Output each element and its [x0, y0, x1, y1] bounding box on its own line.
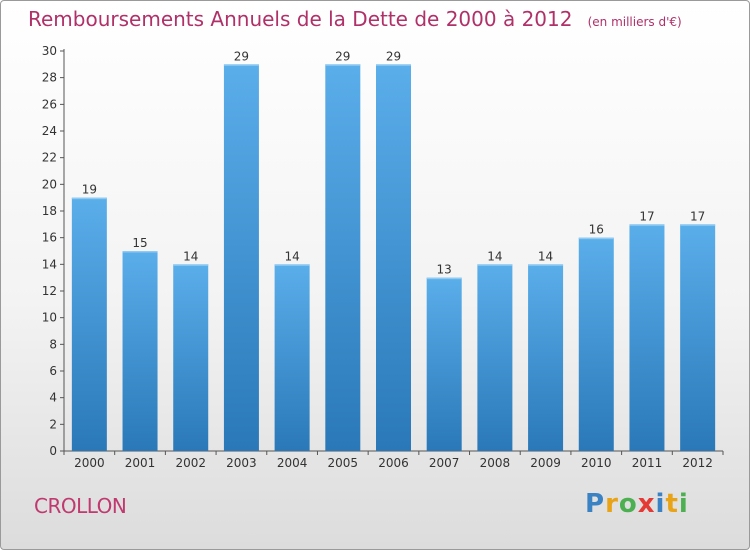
y-tick-label: 18: [42, 204, 57, 218]
chart-title: Remboursements Annuels de la Dette de 20…: [28, 7, 573, 31]
y-tick-label: 12: [42, 284, 57, 298]
x-tick-label: 2010: [581, 456, 612, 470]
x-tick-label: 2004: [277, 456, 308, 470]
bar-top-edge: [376, 64, 411, 66]
bar-value-label: 14: [284, 249, 299, 263]
bar: [578, 237, 614, 451]
chart-title-row: Remboursements Annuels de la Dette de 20…: [28, 7, 682, 31]
bar-value-label: 19: [82, 183, 97, 197]
x-tick-label: 2007: [429, 456, 460, 470]
bar-value-label: 29: [234, 49, 249, 63]
bar: [274, 264, 310, 451]
bar-value-label: 15: [132, 236, 147, 250]
y-tick-label: 22: [42, 151, 57, 165]
bar-top-edge: [274, 264, 310, 266]
bar-value-label: 14: [538, 249, 553, 263]
bar: [173, 264, 209, 451]
bar: [325, 64, 361, 452]
bar: [680, 224, 716, 451]
y-tick-label: 14: [42, 257, 57, 271]
bar-value-label: 17: [639, 209, 654, 223]
bar-top-edge: [426, 277, 462, 280]
y-tick-label: 20: [42, 177, 57, 191]
commune-name: CROLLON: [34, 494, 127, 518]
x-tick-label: 2006: [378, 456, 409, 470]
bar-top-edge: [325, 64, 361, 66]
y-tick-label: 10: [42, 311, 57, 325]
y-tick-label: 4: [49, 391, 57, 405]
logo-letter: i: [678, 489, 689, 519]
y-tick-label: 2: [49, 417, 57, 431]
bar: [223, 64, 259, 452]
y-tick-label: 26: [42, 97, 57, 111]
x-tick-label: 2009: [530, 456, 561, 470]
bar: [528, 264, 564, 451]
logo-letter: o: [618, 489, 638, 519]
bar-top-edge: [122, 251, 158, 253]
bar-value-label: 29: [386, 49, 401, 63]
y-tick-label: 0: [49, 444, 57, 458]
x-tick-label: 2011: [632, 456, 663, 470]
bar-top-edge: [629, 224, 665, 226]
bar-top-edge: [71, 197, 107, 200]
y-tick-label: 6: [49, 364, 57, 378]
logo-letter: t: [665, 489, 679, 519]
x-tick-label: 2000: [74, 456, 105, 470]
x-tick-label: 2008: [480, 456, 511, 470]
logo-letter: i: [655, 489, 666, 519]
bar: [71, 197, 107, 451]
logo-letter: P: [585, 489, 606, 519]
bar-top-edge: [578, 237, 614, 240]
logo-letter: x: [637, 489, 656, 519]
bar-top-edge: [528, 264, 564, 266]
y-tick-label: 16: [42, 231, 57, 245]
x-tick-label: 2005: [328, 456, 359, 470]
y-tick-label: 24: [42, 124, 57, 138]
bar: [426, 277, 462, 451]
bar-top-edge: [680, 224, 716, 226]
x-tick-label: 2012: [682, 456, 713, 470]
bar: [122, 251, 158, 451]
bar-value-label: 14: [183, 249, 198, 263]
bar-top-edge: [173, 264, 209, 266]
bar-value-label: 16: [589, 223, 604, 237]
bar-value-label: 13: [437, 263, 452, 277]
y-tick-label: 28: [42, 71, 57, 85]
bar-value-label: 29: [335, 49, 350, 63]
bar-value-label: 14: [487, 249, 502, 263]
bar: [376, 64, 411, 452]
chart-subtitle: (en milliers d'€): [587, 15, 682, 29]
y-tick-label: 30: [42, 44, 57, 58]
proxiti-logo[interactable]: Proxiti: [585, 489, 689, 519]
bar-value-label: 17: [690, 209, 705, 223]
x-tick-label: 2003: [226, 456, 257, 470]
x-tick-label: 2001: [125, 456, 156, 470]
logo-letter: r: [605, 489, 619, 519]
y-tick-label: 8: [49, 337, 57, 351]
x-tick-label: 2002: [175, 456, 206, 470]
bar-top-edge: [223, 64, 259, 66]
bar-top-edge: [477, 264, 513, 266]
bar: [477, 264, 513, 451]
bar: [629, 224, 665, 451]
